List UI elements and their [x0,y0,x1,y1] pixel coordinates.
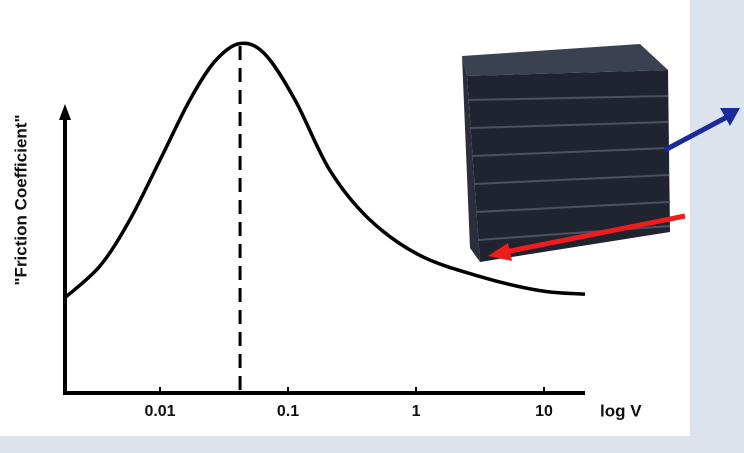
x-tick-label: 0.01 [144,403,175,420]
x-tick-label: 1 [412,403,421,420]
x-tick-label: 10 [535,403,553,420]
y-axis-label: "Friction Coefficient" [11,114,30,285]
rubber-block [462,44,670,262]
x-axis-label: log V [600,401,642,420]
x-tick-label: 0.1 [277,403,299,420]
chart: "Friction Coefficient" log V 0.01 0.1 1 10 [0,0,744,453]
page: {"chart_data": {"type": "line", "y_label… [0,0,744,453]
